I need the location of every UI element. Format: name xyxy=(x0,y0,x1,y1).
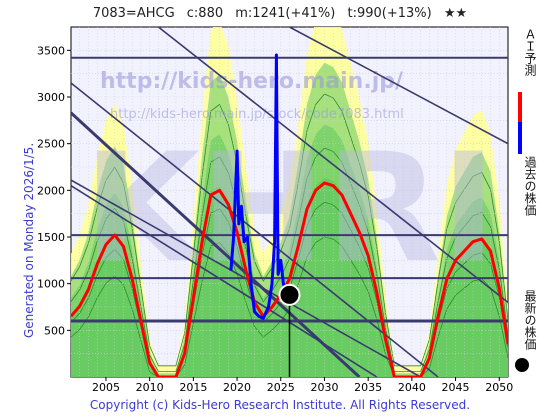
x-tick-label: 2030 xyxy=(310,381,338,394)
trend-line xyxy=(71,179,421,377)
legend-swatch-past xyxy=(518,122,522,154)
ai-forecast-line xyxy=(71,181,508,377)
legend-label-past: 過去の株価 xyxy=(523,156,537,216)
legend-swatch-latest xyxy=(515,358,529,372)
max-price-label: m:1241(+41%) xyxy=(235,6,336,21)
x-tick-label: 2010 xyxy=(136,381,164,394)
y-tick-label: 3500 xyxy=(37,44,65,57)
series-lines xyxy=(71,53,508,377)
legend: ＡＩ予測 過去の株価 最新の株価 xyxy=(515,28,546,378)
trend-line xyxy=(289,27,508,145)
rating-stars: ★★ xyxy=(443,6,468,21)
legend-swatch-ai xyxy=(518,92,522,124)
chart-header: 7083=AHCG c:880 m:1241(+41%) t:990(+13%)… xyxy=(0,6,560,21)
y-tick-label: 2500 xyxy=(37,138,65,151)
current-price-label: c:880 xyxy=(186,6,224,21)
y-tick-label: 1000 xyxy=(37,278,65,291)
watermark-url: http://kids-hero.main.jp/ xyxy=(100,69,404,94)
watermark: KHRI http://kids-hero.main.jp/ http://ki… xyxy=(83,69,496,296)
legend-label-latest: 最新の株価 xyxy=(523,290,537,350)
x-tick-label: 2035 xyxy=(354,381,382,394)
axes: 500 1000 1500 2000 2500 3000 3500 2005 2010 2015 2… xyxy=(37,44,513,394)
copyright-footer: Copyright (c) Kids-Hero Research Institu… xyxy=(89,398,471,412)
x-tick-label: 2020 xyxy=(223,381,251,394)
x-tick-label: 2045 xyxy=(442,381,470,394)
x-tick-label: 2050 xyxy=(485,381,513,394)
latest-price-point xyxy=(278,283,301,306)
y-tick-label: 1500 xyxy=(37,231,65,244)
x-tick-label: 2005 xyxy=(92,381,120,394)
band-green-mid xyxy=(71,124,508,377)
target-price-label: t:990(+13%) xyxy=(347,6,432,21)
past-price-line xyxy=(229,53,290,320)
x-tick-label: 2015 xyxy=(179,381,207,394)
y-tick-label: 3000 xyxy=(37,91,65,104)
ticker-label: 7083=AHCG xyxy=(92,6,175,21)
x-tick-label: 2040 xyxy=(398,381,426,394)
trend-line xyxy=(71,82,439,377)
y-tick-label: 500 xyxy=(44,324,65,337)
watermark-url-2: http://kids-hero.main.jp/stock/code7083.… xyxy=(110,107,404,122)
trend-line xyxy=(71,111,361,377)
y-tick-label: 2000 xyxy=(37,184,65,197)
trend-line xyxy=(71,184,378,377)
trend-lines xyxy=(71,27,508,377)
latest-marker xyxy=(278,283,301,377)
x-tick-label: 2025 xyxy=(267,381,295,394)
trend-line xyxy=(157,27,508,303)
watermark-logo: KHRI xyxy=(83,122,496,296)
legend-label-ai: ＡＩ予測 xyxy=(523,28,537,76)
